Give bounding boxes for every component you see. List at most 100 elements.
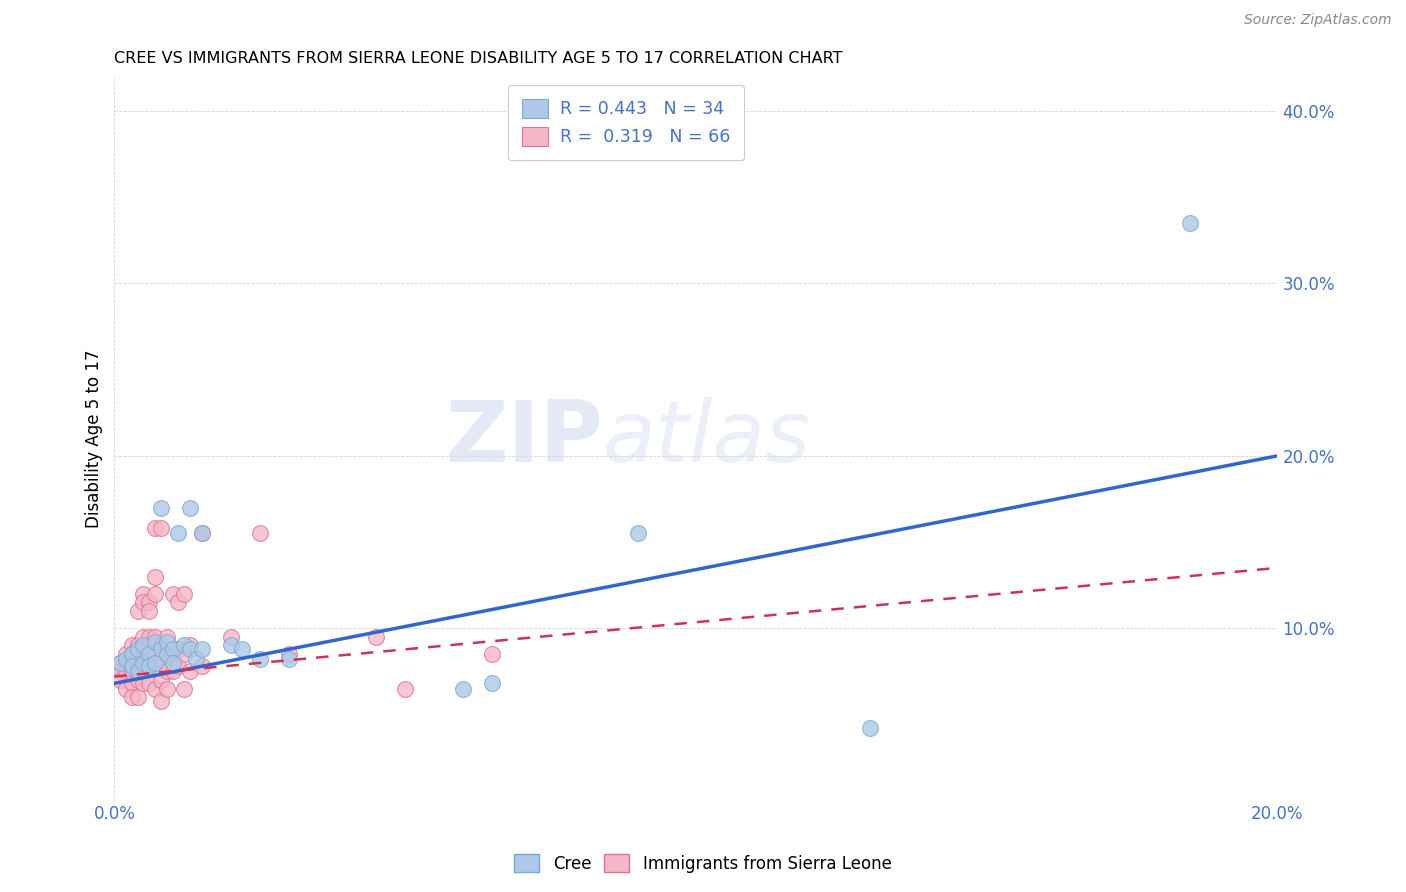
Point [143,656,166,670]
Point [115,656,138,670]
Point [190,526,212,541]
Point [173,587,195,601]
Point [156,647,179,661]
Text: CREE VS IMMIGRANTS FROM SIERRA LEONE DISABILITY AGE 5 TO 17 CORRELATION CHART: CREE VS IMMIGRANTS FROM SIERRA LEONE DIS… [114,51,844,66]
Point [143,587,166,601]
Point [190,659,212,673]
Y-axis label: Disability Age 5 to 17: Disability Age 5 to 17 [86,350,103,528]
Point [121,676,143,690]
Point [167,641,190,656]
Point [277,647,299,661]
Point [110,656,132,670]
Point [219,630,242,644]
Point [156,647,179,661]
Point [132,656,155,670]
Point [110,673,132,687]
Point [184,652,207,666]
Point [132,641,155,656]
Point [179,500,201,515]
Point [115,647,138,661]
Point [481,676,503,690]
Point [156,665,179,679]
Point [231,641,253,656]
Point [121,647,143,661]
Point [156,681,179,696]
Point [1178,216,1201,230]
Point [149,673,172,687]
Point [173,639,195,653]
Point [138,659,160,673]
Point [167,659,190,673]
Point [138,595,160,609]
Point [127,647,149,661]
Point [143,659,166,673]
Point [127,665,149,679]
Text: atlas: atlas [603,397,811,480]
Point [121,665,143,679]
Point [162,656,184,670]
Point [481,647,503,661]
Point [190,526,212,541]
Point [127,639,149,653]
Point [394,681,416,696]
Point [115,665,138,679]
Point [143,630,166,644]
Point [127,659,149,673]
Point [149,500,172,515]
Point [453,681,475,696]
Point [249,526,271,541]
Point [173,647,195,661]
Point [143,647,166,661]
Point [249,652,271,666]
Point [127,604,149,618]
Point [127,673,149,687]
Point [143,635,166,649]
Point [110,665,132,679]
Point [127,641,149,656]
Legend: R = 0.443   N = 34, R =  0.319   N = 66: R = 0.443 N = 34, R = 0.319 N = 66 [508,86,744,161]
Point [627,526,650,541]
Point [162,647,184,661]
Point [179,641,201,656]
Point [132,676,155,690]
Point [138,630,160,644]
Point [132,659,155,673]
Point [121,639,143,653]
Point [115,681,138,696]
Point [121,659,143,673]
Point [149,521,172,535]
Point [167,526,190,541]
Point [162,641,184,656]
Point [173,681,195,696]
Point [138,676,160,690]
Point [156,635,179,649]
Point [143,569,166,583]
Point [121,647,143,661]
Text: ZIP: ZIP [446,397,603,480]
Point [190,641,212,656]
Point [149,639,172,653]
Point [115,652,138,666]
Point [219,639,242,653]
Text: Source: ZipAtlas.com: Source: ZipAtlas.com [1244,13,1392,28]
Point [132,587,155,601]
Point [132,595,155,609]
Point [121,656,143,670]
Point [127,690,149,705]
Point [149,652,172,666]
Point [162,665,184,679]
Point [156,630,179,644]
Legend: Cree, Immigrants from Sierra Leone: Cree, Immigrants from Sierra Leone [508,847,898,880]
Point [162,587,184,601]
Point [132,630,155,644]
Point [110,656,132,670]
Point [167,595,190,609]
Point [121,690,143,705]
Point [179,639,201,653]
Point [179,665,201,679]
Point [138,604,160,618]
Point [143,521,166,535]
Point [138,647,160,661]
Point [143,681,166,696]
Point [138,647,160,661]
